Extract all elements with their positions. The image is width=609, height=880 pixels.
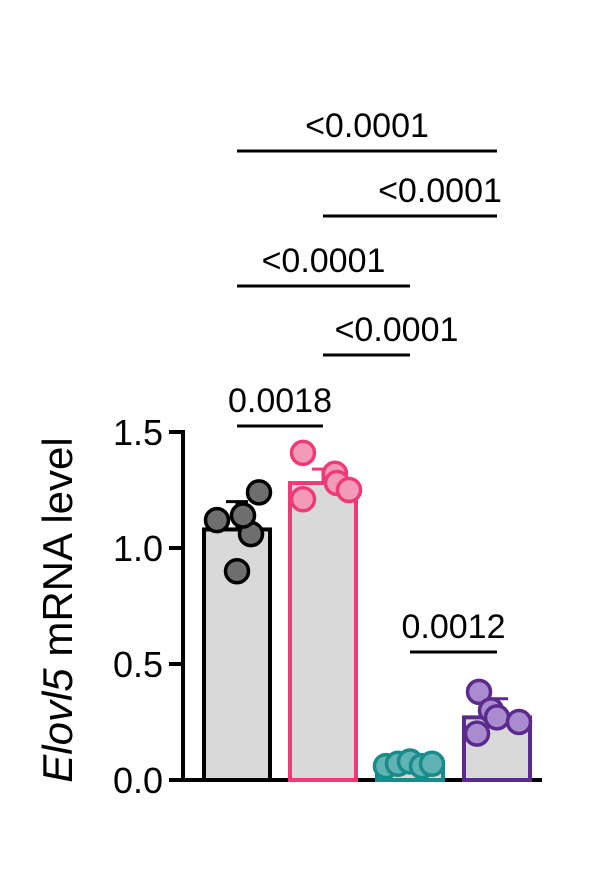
y-tick-label: 1.0 xyxy=(113,528,163,569)
points-layer xyxy=(203,439,533,780)
data-point xyxy=(289,486,317,513)
bar xyxy=(288,481,358,782)
significance-label: 0.0018 xyxy=(228,382,332,420)
y-axis: 0.0 0.5 1.0 1.5 xyxy=(113,412,542,801)
data-point xyxy=(418,750,446,778)
y-tick-label: 0.5 xyxy=(113,644,163,685)
data-point xyxy=(229,502,257,529)
data-point xyxy=(505,708,533,736)
data-point xyxy=(223,557,251,585)
y-tick-label: 0.0 xyxy=(113,760,163,801)
y-axis-label-italic: Elovl5 xyxy=(34,668,81,783)
data-point xyxy=(463,720,491,747)
data-point xyxy=(289,439,317,467)
significance-label: <0.0001 xyxy=(262,242,386,280)
data-point xyxy=(465,678,493,706)
y-axis-label: Elovl5 mRNA level xyxy=(34,437,81,782)
y-axis-label-text: mRNA level xyxy=(34,437,81,668)
data-point xyxy=(483,704,511,731)
significance-label: <0.0001 xyxy=(305,107,429,145)
data-point xyxy=(203,506,231,534)
bars-layer xyxy=(202,467,532,783)
data-point xyxy=(335,476,363,504)
significance-label: <0.0001 xyxy=(335,311,459,349)
significance-label: <0.0001 xyxy=(378,172,502,210)
y-tick-label: 1.5 xyxy=(113,412,163,453)
data-point xyxy=(245,479,273,506)
significance-label: 0.0012 xyxy=(402,608,506,646)
